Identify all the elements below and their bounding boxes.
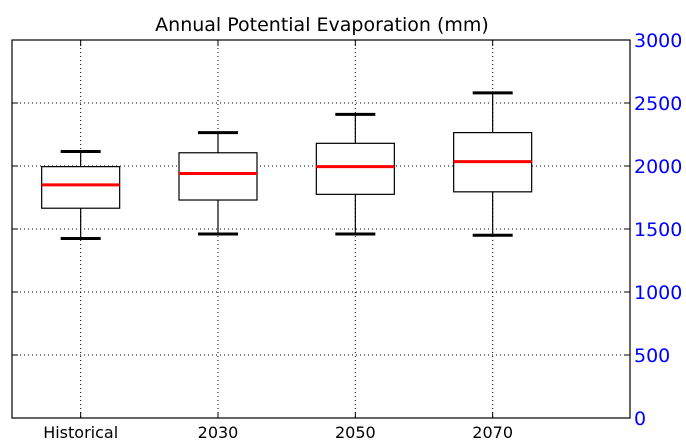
- y-tick-label: 0: [634, 408, 646, 430]
- y-tick-label: 2500: [634, 93, 682, 115]
- y-tick-label: 2000: [634, 156, 682, 178]
- box-3: [315, 112, 395, 236]
- box-2: [178, 131, 258, 236]
- x-tick-label: 2050: [335, 423, 376, 440]
- y-tick-label: 1500: [634, 219, 682, 241]
- y-tick-label: 1000: [634, 282, 682, 304]
- box-series: [41, 91, 533, 240]
- y-axis-ticks: 0 500 1000 1500 2000 2500 3000: [12, 30, 682, 430]
- box-1: [41, 150, 121, 240]
- chart-title: Annual Potential Evaporation (mm): [155, 14, 489, 36]
- x-tick-label: Historical: [43, 423, 118, 440]
- y-tick-label: 3000: [634, 30, 682, 52]
- iqr-box: [41, 166, 121, 209]
- y-tick-label: 500: [634, 345, 670, 367]
- x-tick-label: 2030: [198, 423, 239, 440]
- grid-lines: [12, 40, 630, 418]
- iqr-box: [178, 152, 258, 201]
- iqr-box: [315, 142, 395, 195]
- box-4: [453, 91, 533, 237]
- x-axis-ticks: Historical 2030 2050 2070: [43, 40, 513, 440]
- x-tick-label: 2070: [472, 423, 513, 440]
